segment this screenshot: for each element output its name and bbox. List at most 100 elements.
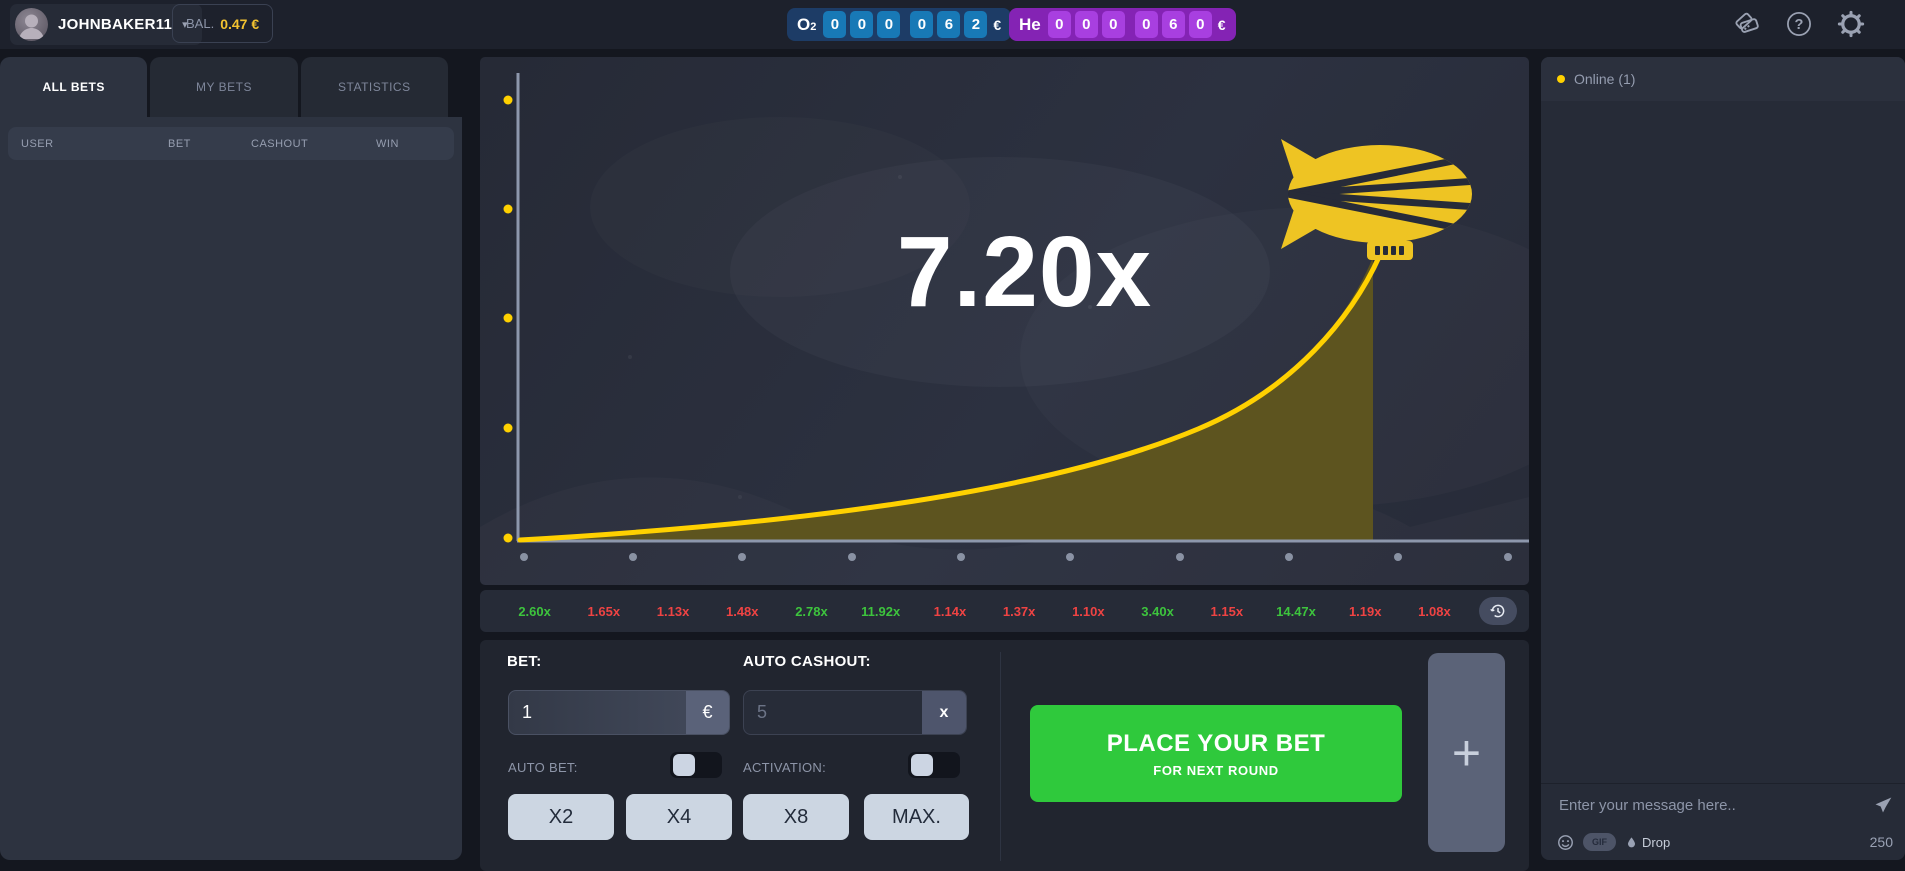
he-digit: 0 xyxy=(1047,11,1071,38)
y-axis-ticks xyxy=(503,95,513,543)
char-limit: 250 xyxy=(1869,834,1893,850)
online-count: Online (1) xyxy=(1574,71,1636,87)
bet-x4-button[interactable]: X4 xyxy=(626,794,732,840)
column-bet: BET xyxy=(168,137,191,150)
place-bet-button[interactable]: PLACE YOUR BET FOR NEXT ROUND xyxy=(1030,705,1402,802)
bets-content: USER BET CASHOUT WIN xyxy=(0,117,462,860)
bets-tabs: ALL BETS MY BETS STATISTICS xyxy=(0,57,462,117)
tab-all-bets[interactable]: ALL BETS xyxy=(0,57,148,117)
chevron-down-icon: ▾ xyxy=(182,19,188,31)
he-counter: He 0 0 0 0 6 0 € xyxy=(1009,8,1236,41)
clock-history-icon xyxy=(1490,604,1505,618)
send-message-button[interactable] xyxy=(1873,795,1893,815)
history-multiplier[interactable]: 14.47x xyxy=(1276,603,1316,619)
o2-digit: 0 xyxy=(823,11,847,38)
bet-x2-button[interactable]: X2 xyxy=(508,794,614,840)
emoji-button[interactable] xyxy=(1557,834,1574,851)
history-multiplier[interactable]: 2.60x xyxy=(518,603,551,619)
help-icon[interactable]: ? xyxy=(1781,6,1817,42)
history-multiplier[interactable]: 1.13x xyxy=(656,603,690,619)
bet-max-button[interactable]: MAX. xyxy=(864,794,969,840)
he-digit: 0 xyxy=(1134,11,1158,38)
avatar xyxy=(15,8,48,41)
he-icon: He xyxy=(1019,14,1041,34)
auto-bet-label: AUTO BET: xyxy=(508,760,578,775)
game-graph xyxy=(503,73,1529,561)
settings-gear-icon[interactable] xyxy=(1833,6,1869,42)
history-multiplier[interactable]: 1.65x xyxy=(587,603,621,619)
multiplier-history-bar: 2.60x 1.65x 1.13x 1.48x 2.78x 11.92x 1.1… xyxy=(480,590,1529,632)
bet-amount-input[interactable] xyxy=(509,691,686,734)
history-multiplier[interactable]: 1.10x xyxy=(1072,603,1105,619)
chat-messages xyxy=(1541,101,1905,783)
add-bet-button[interactable]: + xyxy=(1428,653,1505,852)
bets-list xyxy=(8,167,454,852)
bet-label: BET: xyxy=(507,653,542,670)
history-multiplier[interactable]: 2.78x xyxy=(795,603,828,619)
balance-chip: BAL. 0.47 € xyxy=(172,4,274,43)
toggle-knob xyxy=(911,754,933,776)
drop-label: Drop xyxy=(1642,834,1671,850)
auto-bet-toggle[interactable] xyxy=(670,752,722,778)
history-multiplier[interactable]: 11.92x xyxy=(861,603,901,619)
history-multiplier[interactable]: 1.37x xyxy=(1002,603,1036,619)
gif-button[interactable]: GIF xyxy=(1583,833,1616,851)
balance-label: BAL. xyxy=(186,16,215,31)
auto-cashout-suffix: x xyxy=(922,691,966,734)
round-history-button[interactable] xyxy=(1479,597,1518,625)
he-digit: 0 xyxy=(1188,11,1212,38)
zeppelin-icon xyxy=(1281,139,1472,260)
auto-cashout-input-group: x xyxy=(743,690,967,735)
history-multiplier[interactable]: 1.08x xyxy=(1418,603,1451,619)
tickets-icon[interactable] xyxy=(1728,6,1764,42)
o2-digit: 6 xyxy=(937,11,961,38)
chat-message-input[interactable] xyxy=(1557,795,1865,815)
history-multiplier[interactable]: 1.19x xyxy=(1348,603,1382,619)
auto-cashout-label: AUTO CASHOUT: xyxy=(743,653,871,670)
activation-label: ACTIVATION: xyxy=(743,760,826,775)
curve-fill xyxy=(520,257,1373,540)
history-multiplier[interactable]: 3.40x xyxy=(1141,603,1174,619)
he-digit: 6 xyxy=(1161,11,1185,38)
game-canvas: 7.20x xyxy=(480,57,1529,585)
he-digit: 0 xyxy=(1074,11,1098,38)
tab-my-bets[interactable]: MY BETS xyxy=(150,57,298,117)
droplet-icon xyxy=(1627,836,1636,847)
history-multiplier[interactable]: 1.48x xyxy=(725,603,759,619)
column-cashout: CASHOUT xyxy=(251,137,309,150)
toggle-knob xyxy=(673,754,695,776)
column-win: WIN xyxy=(376,137,399,150)
activation-toggle[interactable] xyxy=(908,752,960,778)
controls-divider xyxy=(1000,652,1001,861)
history-multiplier[interactable]: 1.15x xyxy=(1210,603,1244,619)
o2-digit: 2 xyxy=(964,11,988,38)
o2-digit: 0 xyxy=(910,11,934,38)
bets-table-header: USER BET CASHOUT WIN xyxy=(8,127,454,160)
o2-digit: 0 xyxy=(877,11,901,38)
x-axis-ticks xyxy=(520,553,1512,561)
send-icon xyxy=(1875,797,1892,813)
balance-value: 0.47 € xyxy=(220,15,260,32)
current-multiplier: 7.20x xyxy=(896,216,1153,328)
o2-currency: € xyxy=(993,16,1002,33)
history-multiplier[interactable]: 1.14x xyxy=(933,603,967,619)
multiplier-curve xyxy=(517,252,1383,543)
smiley-icon xyxy=(1558,834,1573,850)
online-status-icon xyxy=(1557,75,1565,83)
drop-button[interactable]: Drop xyxy=(1625,835,1670,850)
place-bet-subtitle: FOR NEXT ROUND xyxy=(1153,762,1279,778)
bet-x8-button[interactable]: X8 xyxy=(743,794,849,840)
chat-panel: Online (1) GIF Drop xyxy=(1541,57,1905,860)
o2-digit: 0 xyxy=(850,11,874,38)
user-menu[interactable]: JOHNBAKER11 ▾ xyxy=(10,4,202,45)
column-user: USER xyxy=(21,137,54,150)
tab-statistics[interactable]: STATISTICS xyxy=(300,57,448,117)
username: JOHNBAKER11 xyxy=(58,16,173,33)
bet-currency-suffix: € xyxy=(686,691,729,734)
he-currency: € xyxy=(1217,16,1226,33)
auto-cashout-input[interactable] xyxy=(744,691,922,734)
place-bet-title: PLACE YOUR BET xyxy=(1106,729,1326,757)
